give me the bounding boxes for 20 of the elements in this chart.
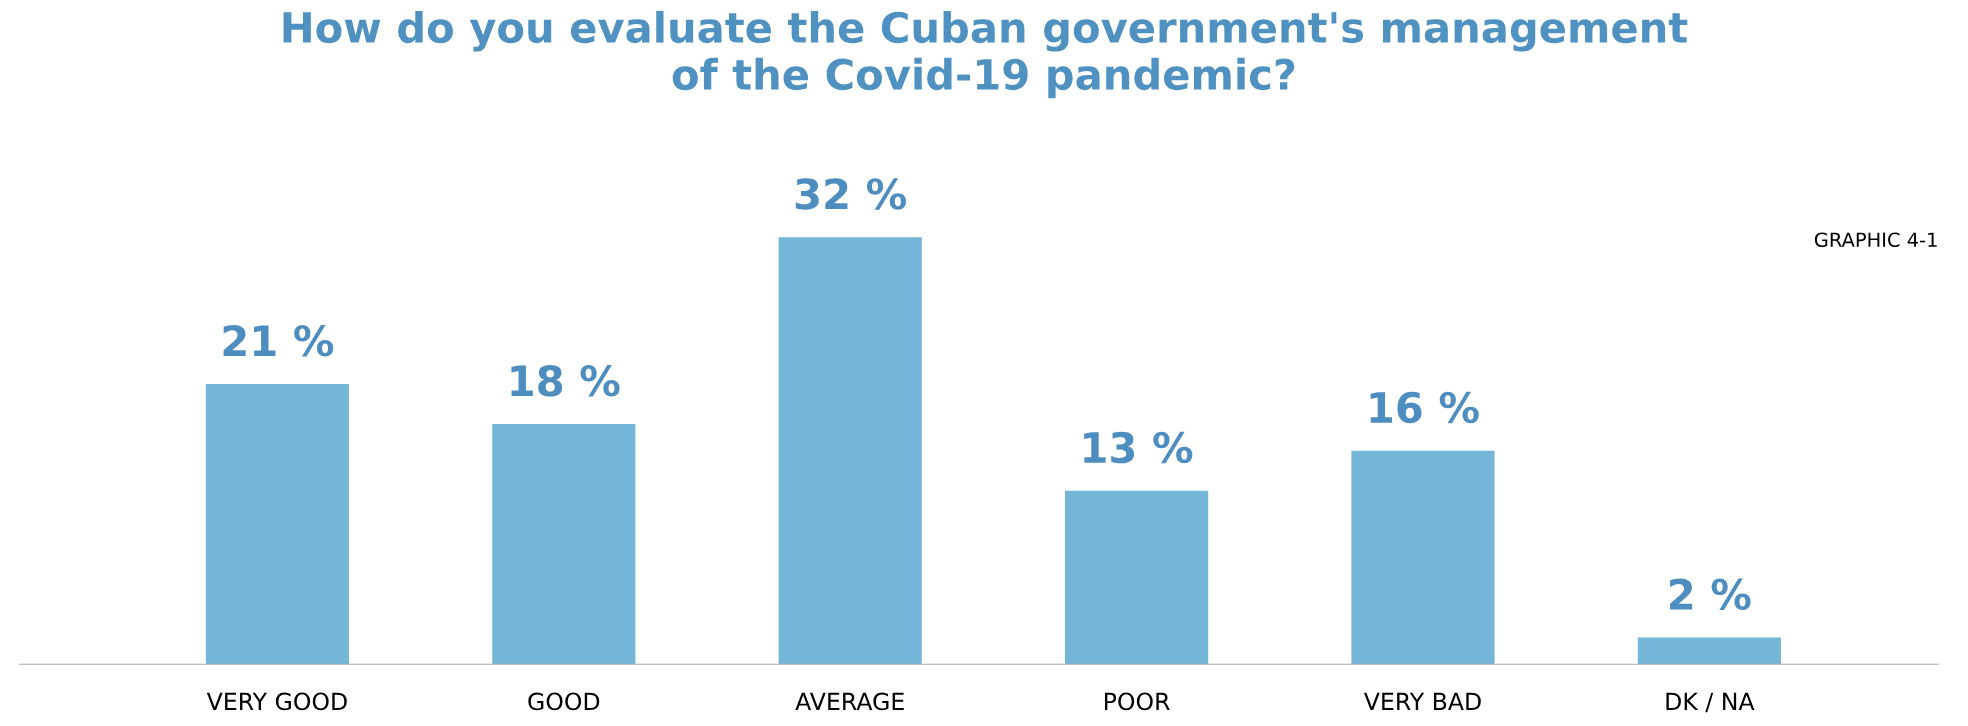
x-tick-label: DK / NA: [1666, 692, 1755, 713]
data-label: 32 %: [795, 178, 906, 210]
x-tick-label: VERY BAD: [1363, 692, 1481, 711]
annotation: GRAPHIC 4-1: [1814, 232, 1937, 248]
bar: [1637, 637, 1781, 665]
data-label: 2 %: [1670, 578, 1751, 611]
data-label: 16 %: [1370, 391, 1479, 424]
data-label: 18 %: [511, 365, 620, 397]
chart-title: How do you evaluate the Cuban government's management of the Covid-19 pandemic?: [283, 10, 1688, 99]
x-tick-label: POOR: [1105, 692, 1170, 711]
x-tick-label: AVERAGE: [795, 692, 904, 711]
data-label: 13 %: [1084, 431, 1193, 464]
x-tick-label: VERY GOOD: [206, 692, 347, 711]
bar: [778, 237, 922, 665]
x-tick-label: GOOD: [528, 692, 600, 711]
bar: [1065, 490, 1209, 665]
data-label: 21 %: [223, 325, 334, 357]
bar: [1351, 450, 1495, 665]
bar: [205, 384, 350, 665]
bar: [492, 424, 636, 665]
